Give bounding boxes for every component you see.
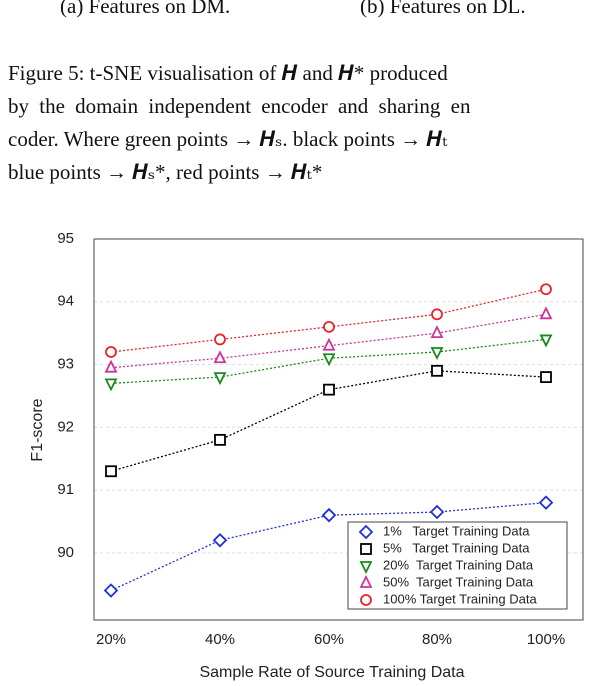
- legend-label: 5% Target Training Data: [383, 540, 530, 555]
- marker: [540, 283, 552, 296]
- caption-line: Figure 5: t-SNE visualisation of 𝑯 and 𝑯…: [8, 61, 448, 85]
- y-tick-label: 93: [57, 356, 74, 373]
- series-line: [110, 288, 547, 353]
- marker: [321, 507, 337, 523]
- marker: [540, 371, 552, 383]
- marker: [360, 543, 372, 555]
- x-tick-label: 80%: [422, 631, 452, 648]
- marker: [103, 583, 119, 598]
- caption-line: coder. Where green points → 𝑯ₛ. black po…: [8, 127, 448, 151]
- y-tick-label: 92: [57, 418, 74, 435]
- marker: [322, 353, 336, 367]
- legend-box: [347, 521, 568, 610]
- legend-label: 100% Target Training Data: [383, 591, 537, 606]
- plot-frame: [93, 238, 584, 621]
- marker: [430, 325, 444, 339]
- legend-label: 1% Target Training Data: [383, 523, 530, 538]
- x-tick-label: 60%: [314, 631, 344, 648]
- caption-line: blue points → 𝑯ₛ*, red points → 𝑯ₜ*: [8, 160, 323, 184]
- legend-label: 20% Target Training Data: [383, 557, 534, 572]
- marker: [104, 378, 118, 392]
- marker: [322, 337, 336, 351]
- y-tick-label: 94: [57, 293, 74, 310]
- marker: [360, 594, 372, 606]
- marker: [323, 320, 335, 333]
- x-tick-label: 20%: [96, 631, 126, 648]
- y-tick-label: 90: [57, 544, 74, 561]
- marker: [214, 333, 226, 346]
- marker: [323, 383, 335, 396]
- marker: [214, 433, 226, 446]
- x-axis-label: Sample Rate of Source Training Data: [199, 664, 464, 681]
- series-line: [110, 501, 547, 592]
- marker: [105, 346, 117, 358]
- marker: [213, 350, 227, 364]
- legend-label: 50% Target Training Data: [383, 574, 534, 589]
- marker: [538, 495, 554, 510]
- series-line: [110, 313, 547, 369]
- marker: [431, 308, 443, 321]
- subcaption: (b) Features on DL.: [360, 0, 526, 18]
- y-tick-label: 95: [57, 230, 74, 247]
- y-tick-label: 91: [57, 481, 74, 498]
- caption-line: by the domain independent encoder and sh…: [8, 94, 471, 118]
- subcaption: (a) Features on DM.: [60, 0, 231, 18]
- series-line: [110, 338, 547, 385]
- marker: [359, 574, 373, 588]
- x-tick-label: 100%: [527, 631, 565, 648]
- x-tick-label: 40%: [205, 631, 235, 648]
- marker: [539, 334, 553, 348]
- marker: [358, 524, 374, 540]
- marker: [431, 364, 443, 377]
- marker: [429, 504, 445, 520]
- marker: [539, 306, 553, 320]
- marker: [430, 347, 444, 360]
- marker: [104, 359, 118, 373]
- marker: [359, 561, 373, 575]
- marker: [212, 533, 228, 548]
- marker: [213, 372, 227, 386]
- y-axis-label: F1-score: [29, 398, 46, 461]
- marker: [105, 465, 117, 478]
